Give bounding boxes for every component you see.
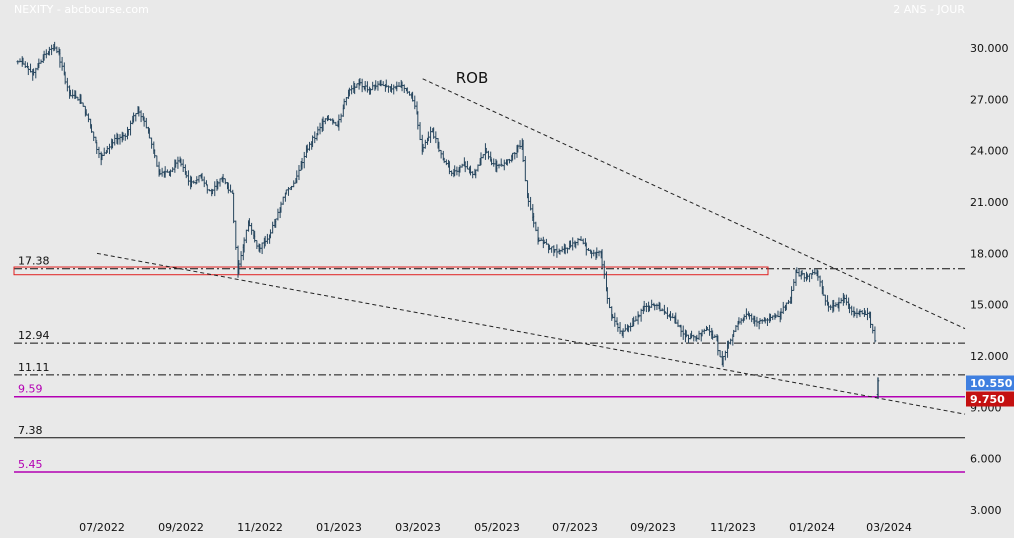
y-tick-label: 18.000 xyxy=(970,247,1009,260)
support-resistance-levels: 17.38 12.94 11.11 9.59 7.38 5.45 xyxy=(14,255,965,473)
ohlc-bar xyxy=(289,188,292,191)
price-badge-label-1: 9.750 xyxy=(970,393,1005,406)
x-tick-label: 07/2022 xyxy=(79,521,125,534)
y-tick-label: 6.000 xyxy=(970,453,1002,466)
x-axis: 07/2022 09/2022 11/2022 01/2023 03/2023 05/20… xyxy=(79,521,912,534)
x-tick-label: 09/2023 xyxy=(630,521,676,534)
y-tick-label: 21.000 xyxy=(970,196,1009,209)
chart-timeframe-label: 2 ANS - JOUR xyxy=(893,3,965,16)
level-label-4: 7.38 xyxy=(18,424,43,437)
price-badge-0 xyxy=(966,375,1014,391)
x-tick-label: 11/2023 xyxy=(710,521,756,534)
level-label-3: 9.59 xyxy=(18,383,43,396)
x-tick-label: 03/2023 xyxy=(395,521,441,534)
level-label-5: 5.45 xyxy=(18,458,43,471)
level-label-2: 11.11 xyxy=(18,361,50,374)
y-tick-label: 30.000 xyxy=(970,42,1009,55)
x-tick-label: 01/2024 xyxy=(789,521,835,534)
ohlc-bar xyxy=(873,326,877,343)
price-badges: 10.550 9.750 xyxy=(966,375,1014,407)
ohlc-bar xyxy=(26,62,29,68)
y-axis: 30.000 27.000 24.000 21.000 18.000 15.000 12.0… xyxy=(970,42,1009,517)
ohlc-bar xyxy=(742,317,745,323)
x-tick-label: 01/2023 xyxy=(316,521,362,534)
ohlc-bar xyxy=(452,168,456,178)
level-label-1: 12.94 xyxy=(18,329,50,342)
price-badge-1 xyxy=(966,391,1014,407)
trendlines xyxy=(96,78,966,415)
x-tick-label: 03/2024 xyxy=(866,521,912,534)
resistance-zone xyxy=(13,266,769,276)
y-tick-label: 3.000 xyxy=(970,504,1002,517)
x-tick-label: 07/2023 xyxy=(552,521,598,534)
chart-source-label: NEXITY - abcbourse.com xyxy=(14,3,149,16)
resistance-zone-rect xyxy=(13,266,769,276)
ohlc-bar xyxy=(499,158,503,166)
ohlc-bars xyxy=(16,41,880,399)
ohlc-bar xyxy=(747,311,750,317)
level-label-0: 17.38 xyxy=(18,255,50,268)
ohlc-bar xyxy=(536,226,540,245)
ohlc-bar-last xyxy=(876,377,880,399)
x-tick-label: 09/2022 xyxy=(158,521,204,534)
ohlc-bar xyxy=(489,151,492,162)
x-tick-label: 05/2023 xyxy=(474,521,520,534)
y-tick-label: 15.000 xyxy=(970,299,1009,312)
downtrend-support-line xyxy=(96,252,966,415)
chart-annotation-rob: ROB xyxy=(456,69,489,87)
price-badge-label-0: 10.550 xyxy=(970,377,1013,390)
x-tick-label: 11/2022 xyxy=(237,521,283,534)
y-tick-label: 24.000 xyxy=(970,145,1009,158)
y-tick-label: 27.000 xyxy=(970,93,1009,106)
y-tick-label: 12.000 xyxy=(970,350,1009,363)
downtrend-resistance-line xyxy=(422,78,966,330)
